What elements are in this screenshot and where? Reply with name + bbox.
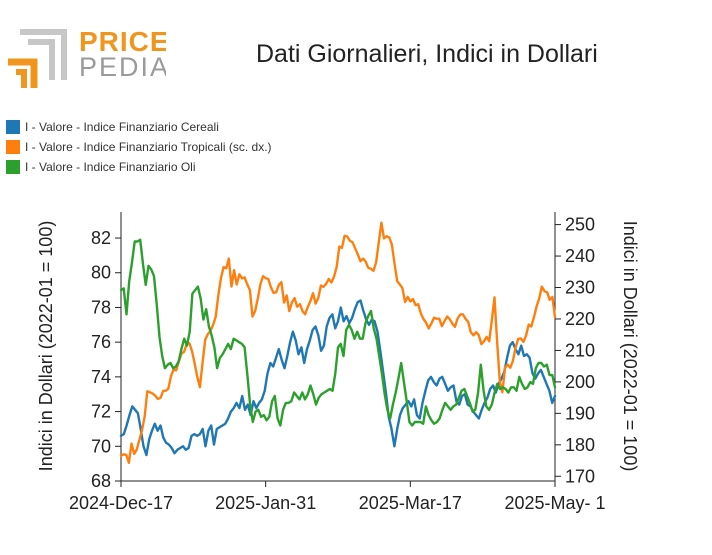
y-tick-label: 68 [91, 471, 111, 491]
y-axis-title: Indici in Dollari (2022-01 = 100) [36, 221, 56, 472]
y2-tick-label: 180 [565, 435, 595, 455]
chart-title: Dati Giornalieri, Indici in Dollari [256, 40, 598, 68]
y2-tick-label: 240 [565, 246, 595, 266]
legend-item-tropicali[interactable]: I - Valore - Indice Finanziario Tropical… [6, 137, 272, 157]
logo-word-price: PRICE [79, 26, 166, 57]
series-line-0 [119, 299, 557, 457]
y-tick-label: 70 [91, 436, 111, 456]
logo-word-pedia: PEDIA [79, 52, 166, 82]
ticks-layer: 68 70 72 74 76 78 80 82 170 180 190 200 210 220 230 240… [69, 215, 606, 513]
y2-tick-label: 190 [565, 403, 595, 423]
y2-tick-label: 230 [565, 278, 595, 298]
legend-swatch-cereali [6, 120, 20, 134]
x-tick-label: 2025-Jan-31 [215, 493, 316, 513]
y-tick-label: 82 [91, 228, 111, 248]
y-tick-label: 76 [91, 332, 111, 352]
series-layer [119, 221, 557, 464]
legend-swatch-oli [6, 160, 20, 174]
y2-tick-label: 200 [565, 372, 595, 392]
y2-tick-label: 220 [565, 309, 595, 329]
series-line-1 [119, 221, 557, 464]
x-tick-label: 2025-May- 1 [504, 493, 605, 513]
y2-tick-label: 170 [565, 466, 595, 486]
pricepedia-logo: PRICE PEDIA [8, 26, 166, 88]
legend-label-tropicali: I - Valore - Indice Finanziario Tropical… [25, 140, 272, 154]
y2-axis-title: Indici in Dollari (2022-01 = 100) [620, 221, 640, 472]
legend: I - Valore - Indice Finanziario Cereali … [6, 117, 272, 177]
y-tick-label: 78 [91, 297, 111, 317]
y2-tick-label: 210 [565, 340, 595, 360]
x-tick-label: 2025-Mar-17 [359, 493, 462, 513]
y-tick-label: 72 [91, 402, 111, 422]
series-line-2 [119, 238, 557, 427]
legend-label-cereali: I - Valore - Indice Finanziario Cereali [25, 120, 219, 134]
logo-mark-icon [8, 29, 67, 88]
legend-label-oli: I - Valore - Indice Finanziario Oli [25, 160, 196, 174]
x-tick-label: 2024-Dec-17 [69, 493, 173, 513]
legend-swatch-tropicali [6, 140, 20, 154]
y2-tick-label: 250 [565, 215, 595, 235]
y-tick-label: 74 [91, 367, 111, 387]
y-tick-label: 80 [91, 263, 111, 283]
legend-item-cereali[interactable]: I - Valore - Indice Finanziario Cereali [6, 117, 272, 137]
legend-item-oli[interactable]: I - Valore - Indice Finanziario Oli [6, 157, 272, 177]
